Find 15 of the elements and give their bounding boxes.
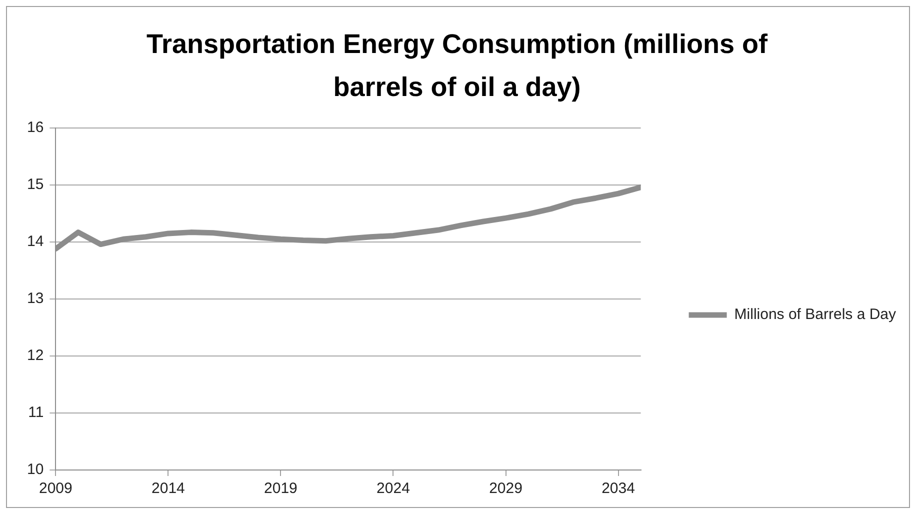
- chart-title: Transportation Energy Consumption (millions of barrels of oil a day): [145, 28, 768, 104]
- y-tick-label: 16: [26, 119, 44, 136]
- y-tick-label: 12: [26, 347, 44, 364]
- legend-label: Millions of Barrels a Day: [734, 306, 896, 324]
- x-tick-label: 2009: [38, 480, 72, 498]
- y-tick-label: 15: [26, 176, 44, 194]
- x-tick-label: 2024: [376, 480, 410, 498]
- y-tick-label: 11: [28, 404, 44, 422]
- y-tick-label: 13: [26, 290, 44, 308]
- x-tick-label: 2029: [489, 480, 522, 498]
- x-tick-label: 2034: [602, 480, 635, 498]
- x-tick-label: 2019: [264, 480, 298, 498]
- y-tick-label: 10: [26, 461, 44, 478]
- x-tick-label: 2014: [152, 480, 185, 498]
- y-tick-label: 14: [26, 233, 44, 250]
